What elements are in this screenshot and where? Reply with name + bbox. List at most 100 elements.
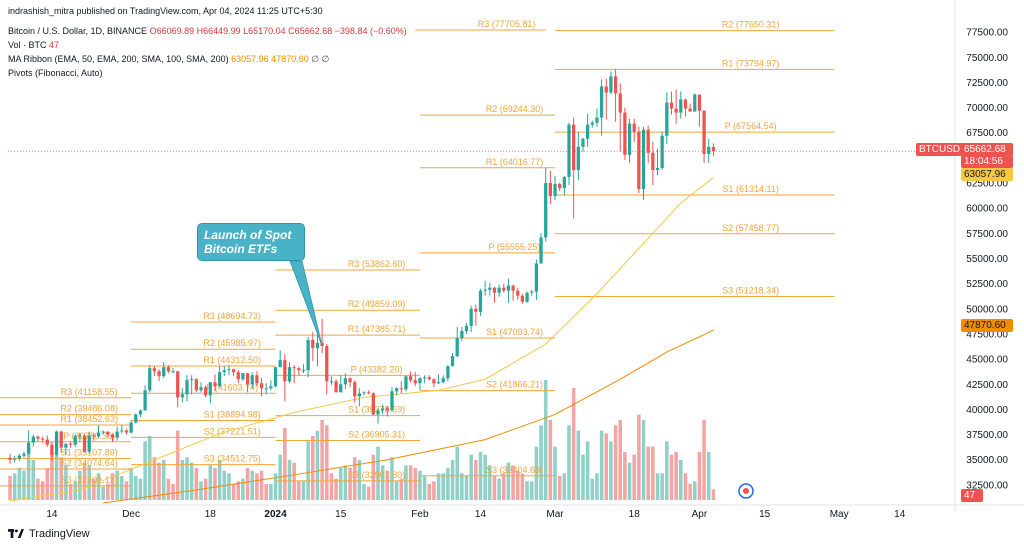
volume-bar <box>82 462 87 500</box>
candle-body <box>269 386 273 389</box>
candle-body <box>297 368 301 371</box>
candle-body <box>148 368 152 391</box>
candle-body <box>59 431 63 448</box>
pivot-label: R3 (77705.81) <box>478 19 536 29</box>
volume-bar <box>455 446 459 500</box>
candle-body <box>31 436 35 443</box>
pivot-label: S3 (32402.17) <box>61 475 118 485</box>
tradingview-brand: TradingView <box>29 528 90 540</box>
volume-bar <box>185 457 189 500</box>
volume-bar <box>506 462 511 500</box>
volume-bar <box>394 481 399 500</box>
volume-bar <box>157 462 161 500</box>
pivot-label: S2 (57458.77) <box>722 223 779 233</box>
volume-bar <box>702 420 706 500</box>
candle-body <box>199 387 203 391</box>
volume-bar <box>203 478 208 500</box>
pivot-label: R2 (49859.09) <box>348 299 406 309</box>
candle-body <box>711 147 716 152</box>
volume-bar <box>357 460 362 500</box>
candle-body <box>110 434 115 438</box>
volume-bar <box>36 478 40 500</box>
pivot-label: S3 (33404.69) <box>486 465 543 475</box>
candle-body <box>385 408 389 411</box>
volume-bar <box>231 484 236 500</box>
volume-bar <box>338 468 343 500</box>
candle-body <box>488 287 492 290</box>
volume-bar <box>269 484 273 500</box>
x-tick-label: 14 <box>475 509 487 520</box>
candle-body <box>250 375 254 385</box>
candle-body <box>315 343 320 349</box>
y-tick-label: 42500.00 <box>966 380 1008 391</box>
candle-body <box>427 377 431 380</box>
volume-bar <box>590 478 595 500</box>
symbol-legend: Bitcoin / U.S. Dollar, 1D, BINANCE O6606… <box>8 26 407 36</box>
y-tick-label: 60000.00 <box>966 204 1008 215</box>
candle-body <box>395 388 399 392</box>
volume-bar <box>324 425 329 500</box>
ema200-price-tag: 47870.60 <box>961 319 1013 332</box>
volume-bar <box>627 462 632 500</box>
candle-body <box>599 86 604 118</box>
volume-bar <box>683 473 688 500</box>
candle-body <box>618 93 622 113</box>
volume-bar <box>641 420 646 500</box>
tradingview-footer[interactable]: TradingView <box>8 528 90 540</box>
candle-body <box>157 371 161 377</box>
candle-body <box>511 285 515 291</box>
volume-bar <box>529 481 534 500</box>
volume-bar <box>138 478 143 500</box>
candle-body <box>604 86 608 93</box>
candle-body <box>520 295 525 302</box>
volume-bar <box>64 465 68 500</box>
candle-body <box>171 371 175 373</box>
volume-bar <box>679 460 683 500</box>
candle-body <box>702 110 706 154</box>
volume-bar <box>50 452 54 500</box>
candle-body <box>422 377 427 379</box>
volume-bar <box>418 470 422 500</box>
volume-bar <box>283 428 287 500</box>
candle-body <box>469 308 473 326</box>
y-tick-label: 57500.00 <box>966 229 1008 240</box>
x-tick-label: 2024 <box>264 509 287 520</box>
y-tick-label: 47500.00 <box>966 329 1008 340</box>
candle-body <box>516 290 520 296</box>
candle-body <box>693 94 697 112</box>
volume-bar <box>502 473 506 500</box>
candle-body <box>287 367 292 382</box>
volume-bar <box>147 436 152 500</box>
candle-body <box>683 99 688 109</box>
volume-bar <box>213 468 217 500</box>
volume-bar <box>404 465 408 500</box>
candle-body <box>50 444 54 455</box>
candle-body <box>534 263 539 292</box>
candle-body <box>36 436 40 439</box>
volume-bar <box>134 476 138 500</box>
volume-bar <box>259 470 264 500</box>
volume-bar <box>241 478 245 500</box>
candle-body <box>259 383 264 389</box>
candle-body <box>339 384 343 393</box>
pivots-legend: Pivots (Fibonacci, Auto) <box>8 68 103 78</box>
pivot-label: R1 (38452.63) <box>60 414 118 424</box>
candle-body <box>502 287 506 291</box>
candle-body <box>632 123 636 132</box>
ema50-price-tag: 63057.96 <box>961 168 1013 181</box>
pivot-label: S2 (34074.64) <box>61 458 118 468</box>
volume-bar <box>8 476 12 500</box>
volume-bar <box>488 465 492 500</box>
events-icon-dot <box>743 488 749 494</box>
y-tick-label: 70000.00 <box>966 103 1008 114</box>
volume-legend-label: Vol · BTC <box>8 40 47 50</box>
pivot-label: P (41603.74) <box>206 382 258 392</box>
volume-bar <box>366 486 371 500</box>
pivot-label: R2 (69244.30) <box>486 104 544 114</box>
volume-bar <box>371 454 376 500</box>
candle-body <box>306 339 310 371</box>
x-tick-label: 18 <box>205 509 217 520</box>
volume-bar <box>78 470 82 500</box>
btc-price-tag: 65662.68 <box>961 143 1013 156</box>
